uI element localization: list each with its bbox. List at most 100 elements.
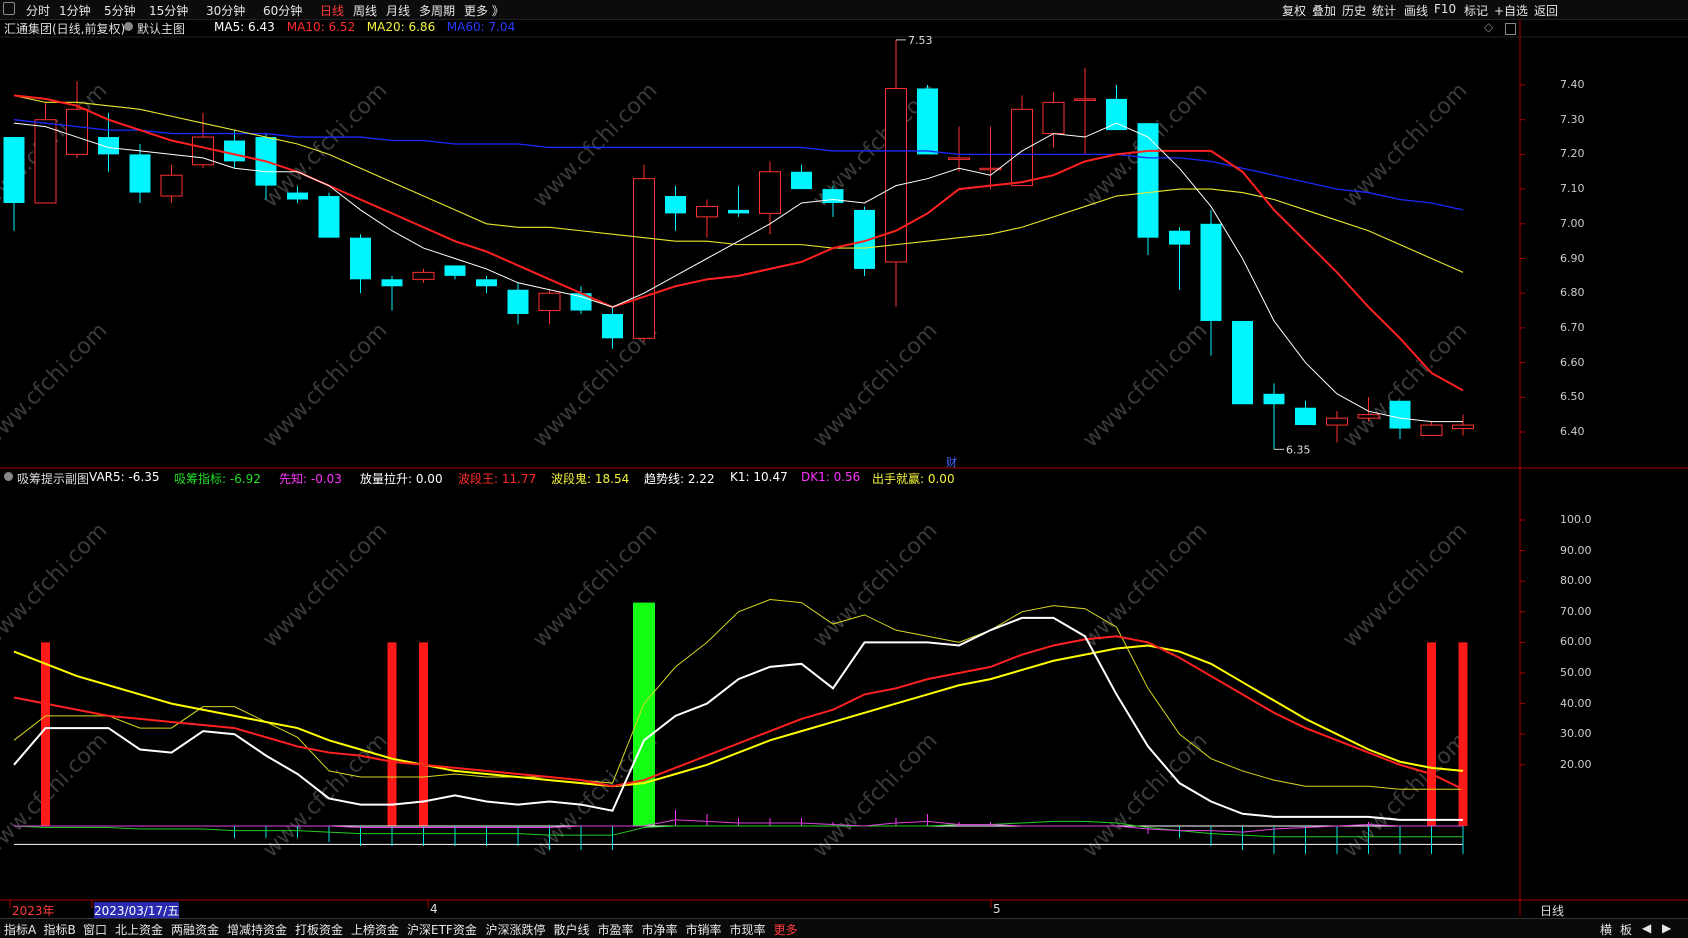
scroll-arrow-icon[interactable]: ▶ [1662,921,1672,935]
candle-body [1074,98,1096,101]
boduan-wang-line [13,635,1464,791]
bottom-tab[interactable]: 沪深ETF资金 [407,923,477,937]
bottom-tab[interactable]: 指标B [43,923,76,937]
indicator-value-label: DK1: 0.56 [801,470,861,484]
candle-body [66,108,88,155]
watermark-text: www.cfchi.com [1338,518,1472,652]
bottom-tab[interactable]: 两融资金 [171,923,220,937]
xianzhi-line [14,819,1463,833]
toolbar-action[interactable]: 复权 [1282,4,1307,18]
indicator-value-label: 波段王: 11.77 [458,472,537,486]
watermark-text: www.cfchi.com [1338,78,1472,212]
bottom-tab[interactable]: 市盈率 [597,923,634,937]
bottom-tab[interactable]: 市销率 [685,923,722,937]
price-tick-label: 6.80 [1560,286,1585,300]
sub-template-settings-icon[interactable] [4,472,13,481]
period-tab[interactable]: 日线 [320,4,345,18]
ma-value-label: MA20: 6.86 [366,20,436,34]
date-axis-label: 2023年 [12,904,55,918]
date-axis-label: 5 [993,902,1001,916]
candle-body [287,192,308,200]
toolbar-action[interactable]: 叠加 [1312,4,1337,18]
scroll-arrow-icon[interactable]: ◀ [1642,921,1652,935]
candle-body [1263,393,1285,405]
template-settings-icon[interactable] [124,22,133,31]
period-tab[interactable]: 多周期 [419,4,456,18]
watermark-text: www.cfchi.com [258,518,392,652]
indicator-value-label: 吸筹指标: -6.92 [174,472,261,486]
bottom-tab[interactable]: 上榜资金 [351,923,400,937]
sub-chart-title[interactable]: 吸筹提示副图 [17,472,90,486]
period-tab[interactable]: 分时 [26,4,51,18]
toolbar-action[interactable]: 历史 [1342,4,1367,18]
financial-marker: 财 [946,455,957,469]
bottom-tab[interactable]: 打板资金 [295,923,344,937]
ma-value-label: MA10: 6.52 [286,20,356,34]
candle-body [728,209,749,214]
period-tab[interactable]: 30分钟 [206,4,246,18]
template-name[interactable]: 默认主图 [137,22,186,36]
candle-body [665,196,686,214]
toolbar-action[interactable]: 标记 [1464,4,1489,18]
watermark-text: www.cfchi.com [0,518,113,652]
bottom-tab[interactable]: 增减持资金 [227,923,288,937]
main-chart-header: 汇通集团(日线,前复权) 默认主图 MA5: 6.43 MA10: 6.52 MA2… [0,20,1516,36]
candle-body [633,178,655,339]
candle-body [1200,223,1222,321]
candle-body [3,137,25,203]
maximize-icon[interactable] [1505,23,1516,35]
candle-body [476,279,497,287]
indicator-tick-label: 60.00 [1560,635,1592,649]
price-tick-label: 7.10 [1560,182,1585,196]
indicator-tick-label: 30.00 [1560,727,1592,741]
indicator-value-label: 波段鬼: 18.54 [551,472,630,486]
candle-body [1295,407,1316,426]
period-tab[interactable]: 5分钟 [104,4,136,18]
candle-body [192,136,214,166]
app-menu-icon[interactable] [3,2,15,15]
candle-body [381,279,403,287]
bottom-tab[interactable]: 市净率 [641,923,678,937]
price-tick-label: 6.40 [1560,425,1585,438]
layout-toggle[interactable]: 横 [1600,923,1613,937]
period-tab[interactable]: 周线 [353,4,378,18]
watermark-text: www.cfchi.com [808,318,942,452]
candle-body [570,293,592,311]
bottom-tab[interactable]: 市现率 [729,923,766,937]
diamond-icon[interactable]: ◇ [1484,20,1494,34]
period-tab[interactable]: 60分钟 [263,4,303,18]
bottom-tab[interactable]: 北上资金 [115,923,164,937]
ma-value-label: MA60: 7.04 [446,20,516,34]
bottom-tab[interactable]: 沪深涨跌停 [485,923,546,937]
candle-body [224,140,245,162]
ma5-line [13,122,1463,423]
candle-body [160,174,183,197]
layout-toggle[interactable]: 板 [1620,923,1633,937]
bottom-tab[interactable]: 指标A [4,923,37,937]
date-axis-label: 4 [430,902,438,916]
candle-body [979,167,1002,171]
period-tab[interactable]: 月线 [386,4,411,18]
signal-bar-red [387,642,397,826]
bottom-tab[interactable]: 散户线 [553,923,590,937]
watermark-text: www.cfchi.com [1078,318,1212,452]
candle-body [507,289,529,315]
ma-value-label: MA5: 6.43 [214,20,275,34]
ma60-line [13,119,1464,211]
stock-title: 汇通集团(日线,前复权) [4,22,126,36]
toolbar-action[interactable]: F10 [1434,2,1457,16]
period-tab[interactable]: 1分钟 [59,4,91,18]
period-tab[interactable]: 15分钟 [149,4,189,18]
candle-body [412,271,435,280]
toolbar-action[interactable]: 统计 [1372,4,1397,18]
period-tab[interactable]: 更多 》 [464,4,504,18]
bottom-tab[interactable]: 更多 [773,923,798,937]
high-price-label: 7.53 [908,34,933,47]
candle-body [1106,98,1127,131]
toolbar-action[interactable]: 返回 [1534,4,1559,18]
toolbar-action[interactable]: +自选 [1494,4,1529,18]
toolbar-action[interactable]: 画线 [1404,4,1429,18]
bottom-tab[interactable]: 窗口 [83,923,108,937]
candle-body [822,189,844,203]
